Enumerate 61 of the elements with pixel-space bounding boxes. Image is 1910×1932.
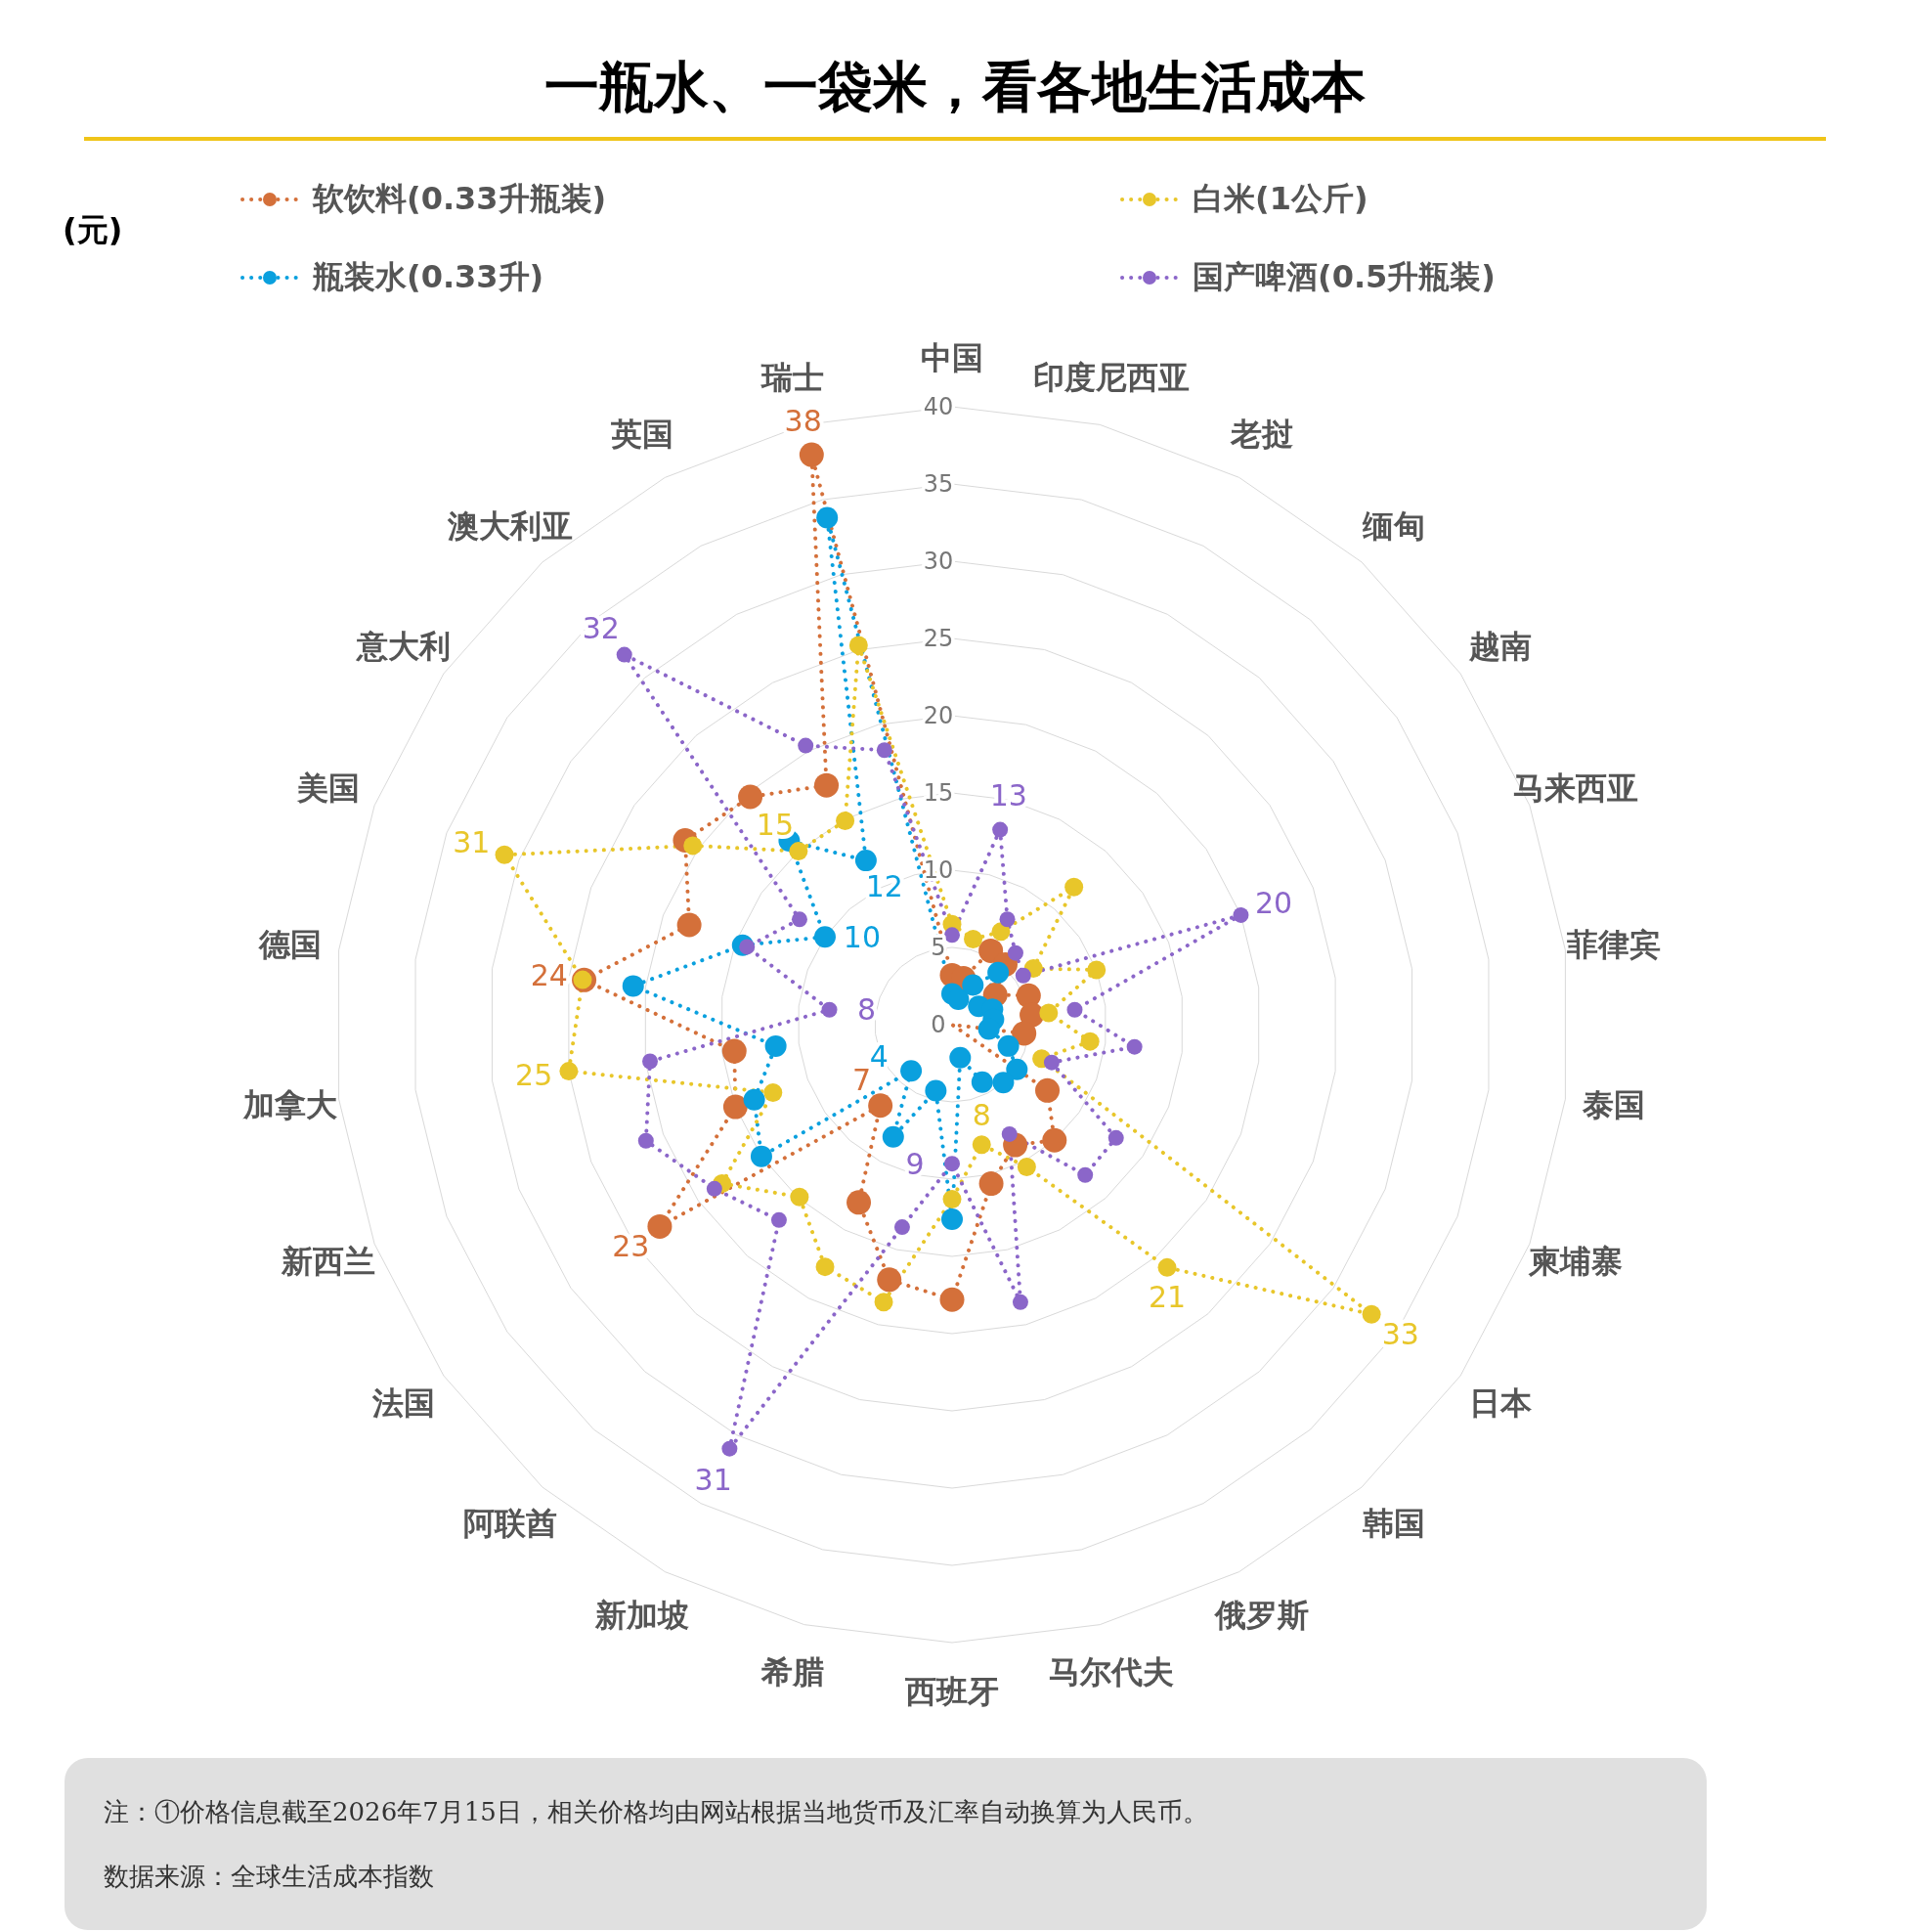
data-label: 9 bbox=[905, 1146, 925, 1181]
data-label: 31 bbox=[453, 825, 491, 860]
spoke-label: 马尔代夫 bbox=[1049, 1653, 1175, 1691]
source-note: 数据来源：全球生活成本指数 bbox=[104, 1861, 435, 1893]
spoke-label: 泰国 bbox=[1582, 1086, 1646, 1124]
data-label: 33 bbox=[1381, 1317, 1419, 1352]
spoke-label: 美国 bbox=[296, 769, 361, 808]
text: (元) bbox=[63, 210, 123, 250]
data-label: 21 bbox=[1148, 1279, 1187, 1314]
spoke-label: 越南 bbox=[1468, 627, 1533, 665]
y-tick-label: 25 bbox=[923, 625, 954, 652]
spoke-label: 澳大利亚 bbox=[446, 506, 573, 545]
y-tick-label: 40 bbox=[923, 393, 954, 420]
data-label: 10 bbox=[843, 919, 882, 954]
spoke-label: 缅甸 bbox=[1362, 506, 1426, 545]
spoke-label: 老挝 bbox=[1229, 416, 1293, 454]
y-tick-label: 0 bbox=[931, 1011, 946, 1038]
chart-title: 一瓶水、一袋米，看各地生活成本 bbox=[543, 54, 1367, 120]
data-label: 12 bbox=[865, 868, 903, 903]
data-label: 7 bbox=[852, 1063, 872, 1098]
data-label: 32 bbox=[582, 611, 620, 646]
data-label: 8 bbox=[856, 992, 877, 1028]
data-label: 38 bbox=[784, 403, 822, 438]
data-label: 15 bbox=[756, 808, 795, 843]
spoke-label: 西班牙 bbox=[904, 1673, 999, 1710]
spoke-label: 瑞士 bbox=[760, 358, 824, 396]
legend-label: 软饮料(0.33升瓶装) bbox=[313, 179, 607, 219]
data-label: 13 bbox=[989, 778, 1027, 813]
y-tick-label: 30 bbox=[923, 548, 954, 575]
spoke-label: 希腊 bbox=[760, 1653, 824, 1691]
spoke-label: 加拿大 bbox=[241, 1086, 337, 1124]
y-tick-label: 35 bbox=[923, 470, 954, 498]
spoke-label: 新西兰 bbox=[281, 1242, 376, 1280]
spoke-label: 阿联酋 bbox=[462, 1505, 557, 1543]
spoke-label: 马来西亚 bbox=[1512, 769, 1638, 808]
spoke-label: 柬埔寨 bbox=[1527, 1242, 1623, 1280]
legend-label: 国产啤酒(0.5升瓶装) bbox=[1193, 257, 1496, 297]
text: 注：①价格信息截至2026年7月15日，相关价格均由网站根据当地货币及汇率自动换算为人民币。 bbox=[104, 1796, 1209, 1828]
legend-label: 白米(1公斤) bbox=[1193, 179, 1368, 219]
data-label: 8 bbox=[972, 1098, 991, 1133]
data-label: 23 bbox=[612, 1229, 650, 1264]
y-tick-label: 10 bbox=[923, 856, 954, 884]
spoke-label: 俄罗斯 bbox=[1213, 1596, 1309, 1634]
spoke-label: 新加坡 bbox=[594, 1596, 690, 1634]
spoke-label: 菲律宾 bbox=[1567, 925, 1662, 963]
y-tick-label: 15 bbox=[923, 779, 954, 807]
data-label: 31 bbox=[694, 1463, 732, 1498]
data-label: 4 bbox=[869, 1038, 889, 1074]
spoke-label: 英国 bbox=[610, 416, 674, 454]
spoke-label: 德国 bbox=[257, 925, 322, 963]
data-label: 20 bbox=[1255, 885, 1293, 920]
spoke-label: 日本 bbox=[1469, 1384, 1534, 1423]
spoke-label: 中国 bbox=[921, 339, 983, 376]
y-tick-label: 20 bbox=[923, 702, 954, 729]
spoke-label: 意大利 bbox=[354, 627, 451, 665]
spoke-label: 印度尼西亚 bbox=[1033, 358, 1191, 396]
spoke-label: 韩国 bbox=[1362, 1505, 1426, 1543]
data-label: 24 bbox=[530, 958, 568, 993]
data-label: 25 bbox=[515, 1058, 553, 1093]
spoke-label: 法国 bbox=[370, 1384, 435, 1423]
legend-label: 瓶装水(0.33升) bbox=[313, 257, 544, 297]
